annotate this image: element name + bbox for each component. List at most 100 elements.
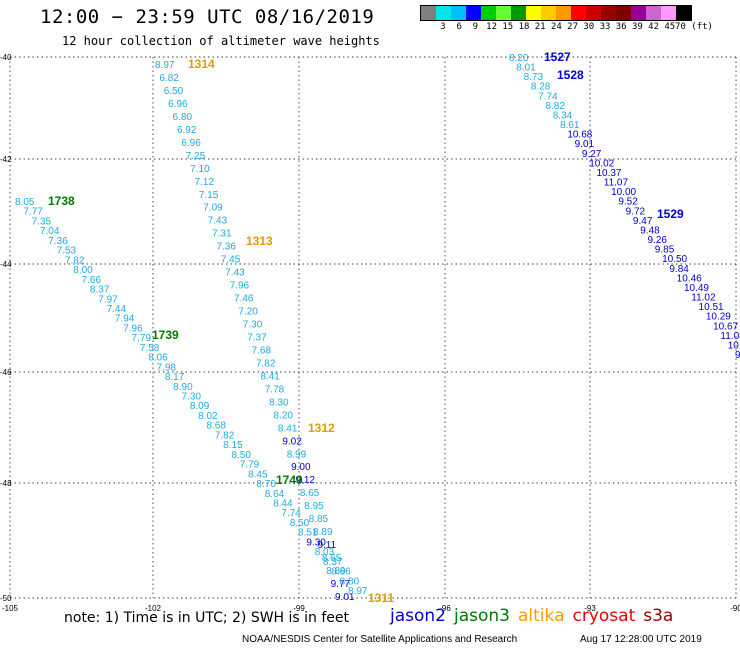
wave-height-value: 7.82 xyxy=(215,430,235,441)
wave-height-value: 7.79 xyxy=(132,333,152,344)
wave-height-value: 8.03 xyxy=(315,547,335,558)
chart-title: 12:00 − 23:59 UTC 08/16/2019 xyxy=(40,6,375,28)
wave-height-value: 8.90 xyxy=(173,382,193,393)
pass-time-label: 1529 xyxy=(657,207,684,221)
wave-height-value: 7.25 xyxy=(186,151,206,162)
chart-subtitle: 12 hour collection of altimeter wave hei… xyxy=(62,34,380,48)
wave-height-value: 8.68 xyxy=(206,421,226,432)
legend-s3a: s3a xyxy=(643,606,674,626)
wave-height-value: 10.02 xyxy=(589,158,614,169)
legend-jason3: jason3 xyxy=(454,606,510,626)
color-swatch xyxy=(646,6,661,20)
wave-height-value: 6.80 xyxy=(173,112,193,123)
wave-height-value: 10.29 xyxy=(706,312,731,323)
wave-height-value: 7.45 xyxy=(221,255,241,266)
color-swatch xyxy=(571,6,586,20)
color-swatch xyxy=(541,6,556,20)
wave-height-value: 8.06 xyxy=(148,353,168,364)
wave-height-value: 8.50 xyxy=(290,518,310,529)
wave-height-value: 7.30 xyxy=(243,320,263,331)
wave-height-value: 8.89 xyxy=(326,566,346,577)
wave-height-value: 7.66 xyxy=(82,275,102,286)
color-swatch xyxy=(661,6,676,20)
legend-altika: altika xyxy=(518,606,565,626)
wave-height-value: 6.96 xyxy=(181,138,201,149)
wave-height-value: 9.47 xyxy=(633,216,653,227)
wave-height-value: 7.35 xyxy=(32,216,52,227)
wave-height-value: 8.41 xyxy=(278,423,298,434)
wave-height-value: 10.50 xyxy=(662,254,687,265)
latitude-label: -48 xyxy=(0,479,12,488)
wave-height-value: 8.37 xyxy=(323,557,343,568)
wave-height-value: 8.20 xyxy=(274,410,294,421)
wave-height-value: 9.02 xyxy=(282,436,302,447)
color-swatch xyxy=(526,6,541,20)
color-scale-label: 30 xyxy=(583,22,595,32)
satellite-legend: jason2 jason3 altika cryosat s3a xyxy=(390,606,673,626)
wave-height-value: 8.30 xyxy=(269,397,289,408)
wave-height-value: 7.43 xyxy=(225,268,245,279)
wave-height-value: 7.58 xyxy=(140,343,160,354)
latitude-label: -42 xyxy=(0,155,12,164)
wave-height-value: 7.98 xyxy=(157,362,177,373)
wave-height-value: 8.00 xyxy=(73,265,93,276)
wave-height-value: 9.84 xyxy=(669,264,689,275)
color-swatch xyxy=(481,6,496,20)
pass-time-label: 1528 xyxy=(557,68,584,82)
wave-height-value: 9.30 xyxy=(306,537,326,548)
wave-height-value: 7.36 xyxy=(48,236,68,247)
wave-height-value: 7.30 xyxy=(182,392,202,403)
longitude-label: -93 xyxy=(584,604,596,613)
wave-height-value: 8.28 xyxy=(531,82,551,93)
wave-height-value: 8.44 xyxy=(273,498,293,509)
wave-height-value: 10.68 xyxy=(567,130,592,141)
wave-height-value: 7.78 xyxy=(265,384,285,395)
color-scale-labels: 3 6 9 12 15 18 21 24 27 30 33 36 39 42 45 70 (ft) xyxy=(420,22,740,34)
wave-height-value: 7.46 xyxy=(234,294,254,305)
wave-height-value: 8.70 xyxy=(256,479,276,490)
wave-height-value: 8.15 xyxy=(223,440,243,451)
wave-height-value: 9.12 xyxy=(295,475,315,486)
wave-height-value: 8.37 xyxy=(90,285,110,296)
wave-height-value: 8.17 xyxy=(165,372,185,383)
wave-height-value: 9.48 xyxy=(640,225,660,236)
wave-height-value: 10.37 xyxy=(596,168,621,179)
color-swatch xyxy=(556,6,571,20)
wave-height-value: 8.34 xyxy=(553,110,573,121)
wave-height-value: 8.65 xyxy=(300,488,320,499)
wave-height-value: 7.74 xyxy=(538,91,558,102)
color-scale-label: 18 xyxy=(518,22,530,32)
color-scale-label: 15 xyxy=(502,22,514,32)
wave-height-value: 8.73 xyxy=(524,72,544,83)
color-scale-label: 24 xyxy=(550,22,562,32)
wave-height-value: 9.72 xyxy=(626,206,646,217)
wave-height-value: 7.96 xyxy=(230,281,250,292)
wave-height-value: 7.96 xyxy=(123,323,143,334)
wave-height-value: 8.82 xyxy=(545,101,565,112)
map-gridlines xyxy=(9,56,737,599)
wave-height-value: 9.11 xyxy=(317,540,336,551)
wave-height-value: 10.51 xyxy=(699,302,724,313)
wave-height-value: 7.15 xyxy=(199,190,219,201)
color-swatch xyxy=(421,6,436,20)
color-scale-label: 21 xyxy=(534,22,546,32)
wave-height-value: 7.10 xyxy=(190,164,210,175)
color-swatch xyxy=(601,6,616,20)
color-swatch xyxy=(676,6,691,20)
color-scale-label: 42 xyxy=(648,22,660,32)
longitude-label: -90 xyxy=(730,604,740,613)
wave-height-value: 7.77 xyxy=(23,207,43,218)
latitude-label: -50 xyxy=(0,594,12,603)
color-swatch xyxy=(466,6,481,20)
pass-time-label: 1313 xyxy=(246,234,273,248)
longitude-label: -102 xyxy=(145,604,162,613)
wave-height-value: 7.20 xyxy=(238,307,258,318)
wave-height-value: 9.00 xyxy=(291,462,311,473)
wave-height-value: 7.44 xyxy=(107,304,127,315)
color-swatch xyxy=(586,6,601,20)
color-scale-label: 70 (ft) xyxy=(675,22,713,32)
pass-time-label: 1527 xyxy=(544,50,571,64)
wave-height-value: 7.68 xyxy=(252,345,272,356)
color-swatch xyxy=(451,6,466,20)
